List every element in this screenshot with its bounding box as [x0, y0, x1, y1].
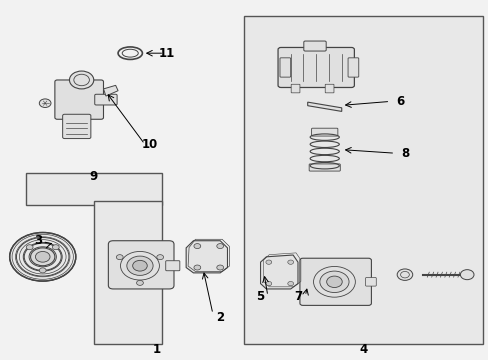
Circle shape: [194, 244, 201, 249]
Circle shape: [216, 244, 223, 249]
Circle shape: [396, 269, 412, 280]
Text: 3: 3: [34, 234, 42, 247]
Text: 4: 4: [359, 343, 367, 356]
FancyBboxPatch shape: [303, 41, 325, 51]
Circle shape: [459, 270, 473, 280]
Circle shape: [313, 266, 355, 297]
Bar: [26, 173, 162, 205]
Circle shape: [194, 265, 201, 270]
Circle shape: [265, 282, 271, 286]
Text: 11: 11: [158, 47, 175, 60]
Circle shape: [319, 271, 348, 293]
Text: 5: 5: [256, 289, 264, 303]
FancyBboxPatch shape: [55, 80, 103, 119]
Polygon shape: [103, 85, 118, 96]
Circle shape: [265, 260, 271, 264]
Text: 6: 6: [395, 95, 404, 108]
Circle shape: [39, 268, 46, 273]
FancyBboxPatch shape: [299, 258, 371, 305]
FancyBboxPatch shape: [347, 58, 358, 77]
FancyBboxPatch shape: [165, 261, 180, 271]
Circle shape: [216, 265, 223, 270]
FancyBboxPatch shape: [290, 84, 299, 93]
FancyBboxPatch shape: [95, 94, 117, 105]
Text: 1: 1: [153, 343, 161, 356]
Circle shape: [52, 245, 59, 250]
Circle shape: [10, 233, 76, 281]
Text: 8: 8: [400, 147, 408, 160]
Text: 7: 7: [293, 289, 302, 303]
Circle shape: [30, 248, 55, 266]
Polygon shape: [186, 241, 227, 273]
Circle shape: [157, 255, 163, 260]
Circle shape: [132, 260, 147, 271]
Circle shape: [326, 276, 342, 288]
Circle shape: [120, 251, 159, 280]
Bar: [94, 202, 162, 344]
Text: 2: 2: [216, 311, 224, 324]
Circle shape: [126, 256, 153, 275]
Circle shape: [116, 255, 123, 260]
FancyBboxPatch shape: [62, 114, 91, 139]
FancyBboxPatch shape: [365, 278, 375, 286]
Circle shape: [35, 251, 50, 262]
Text: 10: 10: [141, 138, 158, 151]
Bar: [244, 16, 482, 344]
Polygon shape: [260, 255, 297, 289]
FancyBboxPatch shape: [278, 48, 354, 87]
Polygon shape: [307, 102, 341, 111]
FancyBboxPatch shape: [311, 128, 337, 136]
Circle shape: [26, 245, 33, 250]
Circle shape: [287, 282, 293, 286]
Circle shape: [39, 99, 51, 108]
Text: 9: 9: [89, 170, 98, 183]
FancyBboxPatch shape: [108, 241, 174, 289]
FancyBboxPatch shape: [308, 164, 340, 171]
Circle shape: [69, 71, 94, 89]
FancyBboxPatch shape: [325, 84, 333, 93]
Circle shape: [287, 260, 293, 264]
FancyBboxPatch shape: [280, 58, 290, 77]
Circle shape: [136, 280, 143, 285]
